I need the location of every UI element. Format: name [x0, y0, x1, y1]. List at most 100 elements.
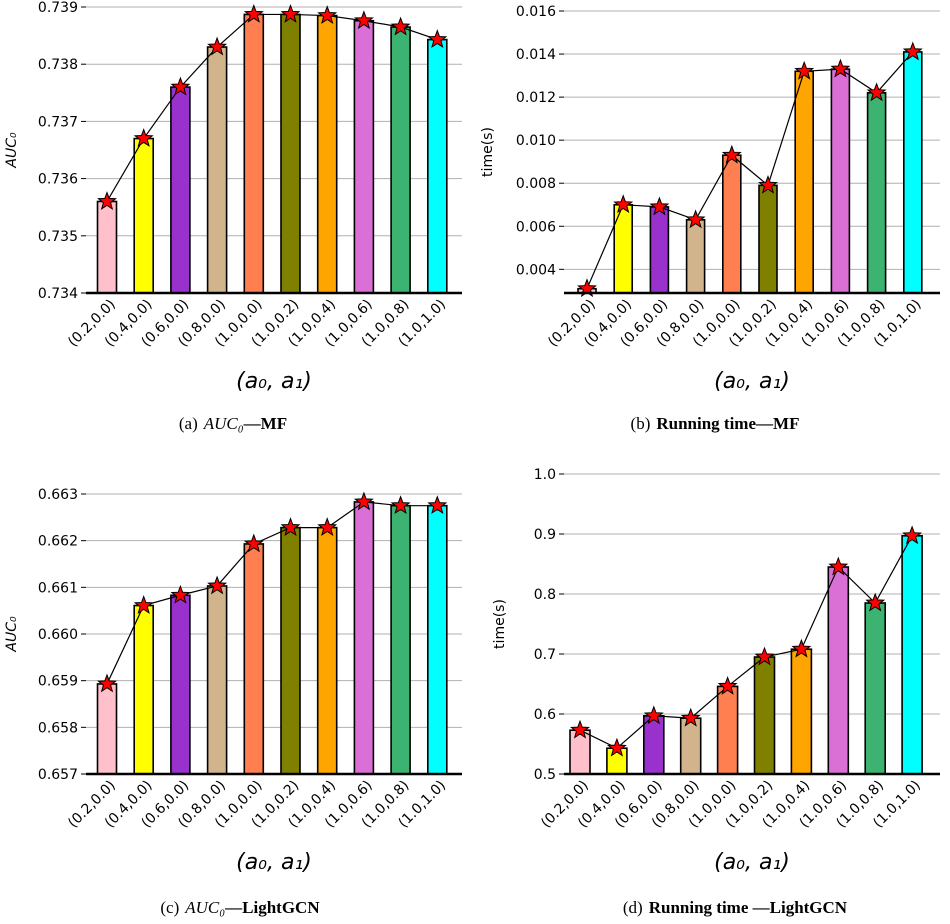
caption-a: (a) AUC₀—MF [148, 414, 318, 434]
bar [758, 184, 778, 294]
caption-metric: AUC₀ [185, 898, 226, 917]
bar [866, 92, 887, 294]
star-marker [791, 638, 812, 658]
bar [864, 602, 887, 775]
y-tick-label: 0.004 [516, 262, 556, 278]
star-marker [828, 556, 849, 576]
y-tick-label: 0.012 [516, 90, 556, 106]
x-axis-label: (a₀, a₁) [236, 850, 312, 875]
star-marker [353, 491, 374, 511]
star-marker [170, 76, 191, 96]
star-marker [133, 128, 154, 147]
y-tick-label: 1.0 [534, 467, 556, 483]
y-tick-label: 0.010 [516, 133, 556, 149]
panel-c-auc-lightgcn: 0.657 0.658 0.659 0.660 0.661 0.662 0.663 AUC₀ (… [4, 487, 462, 875]
bar [716, 685, 739, 775]
caption-label: (b) [630, 414, 651, 433]
star-marker [643, 705, 664, 725]
y-tick-label: 0.663 [38, 487, 78, 503]
bar [96, 200, 118, 294]
y-tick-label: 0.014 [516, 47, 556, 63]
y-tick-label: 0.734 [38, 286, 78, 302]
bar [790, 648, 813, 775]
star-marker [758, 174, 778, 194]
bar [390, 504, 411, 775]
star-marker [754, 646, 775, 666]
y-tick-label: 0.9 [534, 527, 556, 543]
bar [685, 219, 706, 294]
y-tick-label: 0.738 [38, 57, 78, 73]
y-axis-label: time(s) [480, 127, 496, 177]
y-tick-label: 0.006 [516, 219, 556, 235]
star-marker [317, 517, 338, 537]
series-line [579, 535, 913, 749]
star-marker [717, 675, 738, 695]
bar [243, 13, 265, 294]
y-tick-label: 0.016 [516, 4, 556, 20]
y-axis-label: AUC₀ [4, 132, 20, 169]
y-tick-label: 0.660 [38, 627, 78, 643]
caption-d: (d) Running time —LightGCN [600, 898, 870, 918]
y-tick-label: 0.5 [534, 767, 556, 783]
star-marker [865, 592, 886, 612]
caption-model: —MF [243, 414, 288, 433]
x-axis-label: (a₀, a₁) [714, 369, 790, 394]
bar [170, 594, 191, 775]
bar [721, 154, 742, 294]
star-marker [170, 584, 191, 604]
bar [901, 534, 923, 775]
star-marker [902, 41, 923, 61]
bar [96, 683, 118, 775]
caption-label: (d) [622, 898, 643, 917]
caption-model: —LightGCN [225, 898, 320, 917]
bar [316, 14, 338, 294]
bar [569, 729, 591, 775]
bar [133, 604, 154, 775]
star-marker [613, 194, 634, 214]
star-marker [207, 575, 228, 595]
bar [206, 585, 228, 775]
panel-b-time-mf: 0.004 0.006 0.008 0.010 0.012 0.014 0.016 time(… [480, 4, 940, 394]
y-tick-label: 0.8 [534, 587, 556, 603]
bar [642, 714, 665, 775]
bar [280, 526, 301, 775]
star-marker [97, 673, 117, 693]
bar [353, 501, 375, 775]
series-line [106, 13, 438, 202]
star-marker [390, 16, 411, 36]
bar [280, 13, 301, 294]
y-axis-label: time(s) [492, 599, 508, 649]
bar [206, 46, 228, 294]
bar [170, 86, 191, 294]
star-marker [207, 36, 228, 56]
star-marker [794, 60, 815, 80]
x-axis-label: (a₀, a₁) [236, 369, 312, 394]
caption-c: (c) AUC₀—LightGCN [140, 898, 340, 918]
series-line [106, 501, 438, 685]
bar [316, 526, 338, 775]
caption-b: (b) Running time—MF [600, 414, 830, 434]
x-axis-label: (a₀, a₁) [714, 850, 790, 875]
bar [902, 51, 923, 294]
bar [390, 26, 411, 294]
bar [794, 70, 815, 294]
y-tick-label: 0.657 [38, 767, 78, 783]
star-marker [721, 144, 742, 164]
y-tick-label: 0.736 [38, 172, 78, 188]
star-marker [685, 209, 706, 229]
caption-label: (c) [160, 898, 180, 917]
star-marker [866, 82, 887, 102]
star-marker [680, 707, 701, 727]
y-tick-label: 0.008 [516, 176, 556, 192]
caption-title: Running time —LightGCN [648, 898, 848, 917]
caption-title: Running time—MF [656, 414, 800, 433]
star-marker [317, 5, 338, 25]
y-axis-label: AUC₀ [4, 616, 20, 653]
star-marker [243, 3, 264, 23]
star-marker [606, 737, 627, 757]
star-marker [243, 533, 264, 553]
y-tick-label: 0.735 [38, 229, 78, 245]
y-tick-label: 0.662 [38, 534, 78, 550]
star-marker [830, 58, 851, 78]
bar [243, 543, 265, 775]
